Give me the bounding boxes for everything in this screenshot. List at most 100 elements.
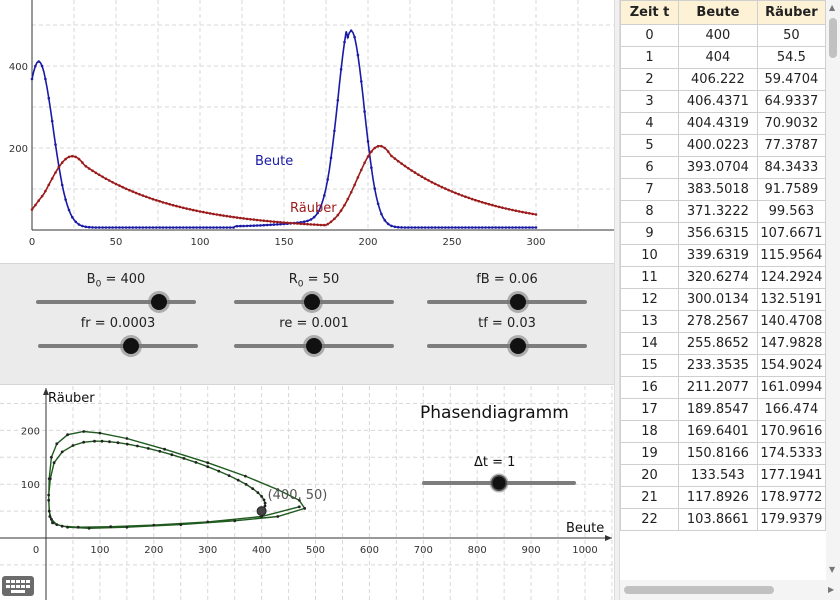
table-cell[interactable]: 14 [620, 332, 680, 355]
table-cell[interactable]: 107.6671 [756, 222, 826, 245]
table-cell[interactable]: 7 [620, 178, 680, 201]
slider-track[interactable] [427, 300, 587, 304]
table-cell[interactable]: 300.0134 [678, 288, 758, 311]
vertical-scrollbar-thumb[interactable] [829, 18, 837, 58]
table-cell[interactable]: 400 [678, 24, 758, 47]
table-cell[interactable]: 84.3433 [756, 156, 826, 179]
table-cell[interactable]: 174.5333 [756, 442, 826, 465]
raeuber-curve-label[interactable]: Räuber [290, 201, 337, 216]
table-cell[interactable]: 339.6319 [678, 244, 758, 267]
table-cell[interactable]: 170.9616 [756, 420, 826, 443]
table-cell[interactable]: 0 [620, 24, 680, 47]
table-cell[interactable]: 15 [620, 354, 680, 377]
time-graph-canvas[interactable]: 0 50 100 150 200 250 300 200 400 Beute Räuber [0, 0, 621, 262]
table-cell[interactable]: 16 [620, 376, 680, 399]
table-cell[interactable]: 393.0704 [678, 156, 758, 179]
table-cell[interactable]: 211.2077 [678, 376, 758, 399]
table-cell[interactable]: 91.7589 [756, 178, 826, 201]
slider-fb[interactable]: fB = 0.06 [427, 272, 587, 312]
slider-r0[interactable]: R0 = 50 [234, 272, 394, 312]
slider-b0[interactable]: B0 = 400 [36, 272, 196, 312]
table-cell[interactable]: 50 [756, 24, 826, 47]
table-cell[interactable]: 77.3787 [756, 134, 826, 157]
slider-track[interactable] [427, 344, 587, 348]
table-cell[interactable]: 383.5018 [678, 178, 758, 201]
table-cell[interactable]: 161.0994 [756, 376, 826, 399]
table-cell[interactable]: 166.474 [756, 398, 826, 421]
table-cell[interactable]: 400.0223 [678, 134, 758, 157]
table-cell[interactable]: 20 [620, 464, 680, 487]
table-cell[interactable]: 13 [620, 310, 680, 333]
table-cell[interactable]: 8 [620, 200, 680, 223]
scroll-up-arrow-icon[interactable]: ▲ [829, 3, 836, 12]
table-cell[interactable]: 17 [620, 398, 680, 421]
table-cell[interactable]: 12 [620, 288, 680, 311]
table-cell[interactable]: 19 [620, 442, 680, 465]
header-beute[interactable]: Beute [678, 0, 758, 25]
table-cell[interactable]: 22 [620, 508, 680, 531]
header-raeuber[interactable]: Räuber [756, 0, 826, 25]
table-cell[interactable]: 59.4704 [756, 68, 826, 91]
table-cell[interactable]: 103.8661 [678, 508, 758, 531]
table-cell[interactable]: 70.9032 [756, 112, 826, 135]
slider-track[interactable] [38, 344, 198, 348]
table-cell[interactable]: 140.4708 [756, 310, 826, 333]
table-cell[interactable]: 233.3535 [678, 354, 758, 377]
slider-knob[interactable] [510, 338, 527, 354]
table-cell[interactable]: 2 [620, 68, 680, 91]
table-cell[interactable]: 356.6315 [678, 222, 758, 245]
table-cell[interactable]: 3 [620, 90, 680, 113]
table-cell[interactable]: 406.4371 [678, 90, 758, 113]
table-cell[interactable]: 404.4319 [678, 112, 758, 135]
table-cell[interactable]: 115.9564 [756, 244, 826, 267]
table-cell[interactable]: 133.543 [678, 464, 758, 487]
dt-slider-knob[interactable] [489, 473, 509, 493]
table-cell[interactable]: 64.9337 [756, 90, 826, 113]
table-cell[interactable]: 5 [620, 134, 680, 157]
table-cell[interactable]: 18 [620, 420, 680, 443]
table-cell[interactable]: 124.2924 [756, 266, 826, 289]
slider-tf[interactable]: tf = 0.03 [427, 316, 587, 356]
horizontal-scrollbar-thumb[interactable] [624, 586, 774, 594]
keyboard-icon[interactable] [2, 576, 34, 596]
vertical-scrollbar[interactable]: ▲ ▼ [826, 0, 840, 580]
phase-trajectory-curve[interactable] [47, 430, 306, 530]
table-cell[interactable]: 54.5 [756, 46, 826, 69]
table-cell[interactable]: 6 [620, 156, 680, 179]
phase-diagram-canvas[interactable]: 0 100 200 300 400 500 600 700 800 900 1000 100 200 (… [0, 386, 614, 600]
table-cell[interactable]: 117.8926 [678, 486, 758, 509]
slider-re[interactable]: re = 0.001 [234, 316, 394, 356]
table-cell[interactable]: 99.563 [756, 200, 826, 223]
table-cell[interactable]: 178.9772 [756, 486, 826, 509]
table-cell[interactable]: 278.2567 [678, 310, 758, 333]
table-cell[interactable]: 177.1941 [756, 464, 826, 487]
table-cell[interactable]: 154.9024 [756, 354, 826, 377]
table-cell[interactable]: 11 [620, 266, 680, 289]
scroll-down-arrow-icon[interactable]: ▼ [829, 565, 836, 574]
table-cell[interactable]: 132.5191 [756, 288, 826, 311]
time-graph-view[interactable]: 0 50 100 150 200 250 300 200 400 Beute Räuber [0, 0, 621, 262]
table-cell[interactable]: 255.8652 [678, 332, 758, 355]
slider-knob[interactable] [122, 338, 139, 354]
slider-knob[interactable] [306, 338, 322, 354]
slider-knob[interactable] [304, 294, 321, 310]
table-cell[interactable]: 404 [678, 46, 758, 69]
slider-knob[interactable] [151, 294, 168, 310]
table-cell[interactable]: 320.6274 [678, 266, 758, 289]
horizontal-scrollbar[interactable]: ▶ [620, 580, 840, 600]
table-cell[interactable]: 169.6401 [678, 420, 758, 443]
table-cell[interactable]: 1 [620, 46, 680, 69]
scroll-right-arrow-icon[interactable]: ▶ [828, 585, 835, 594]
table-cell[interactable]: 4 [620, 112, 680, 135]
table-cell[interactable]: 9 [620, 222, 680, 245]
slider-fr[interactable]: fr = 0.0003 [38, 316, 198, 356]
table-cell[interactable]: 189.8547 [678, 398, 758, 421]
start-point[interactable] [256, 506, 267, 517]
table-cell[interactable]: 406.222 [678, 68, 758, 91]
phase-diagram-view[interactable]: 0 100 200 300 400 500 600 700 800 900 1000 100 200 (… [0, 386, 614, 600]
beute-curve-label[interactable]: Beute [255, 154, 293, 169]
slider-track[interactable] [36, 300, 196, 304]
table-cell[interactable]: 147.9828 [756, 332, 826, 355]
table-cell[interactable]: 150.8166 [678, 442, 758, 465]
table-cell[interactable]: 21 [620, 486, 680, 509]
